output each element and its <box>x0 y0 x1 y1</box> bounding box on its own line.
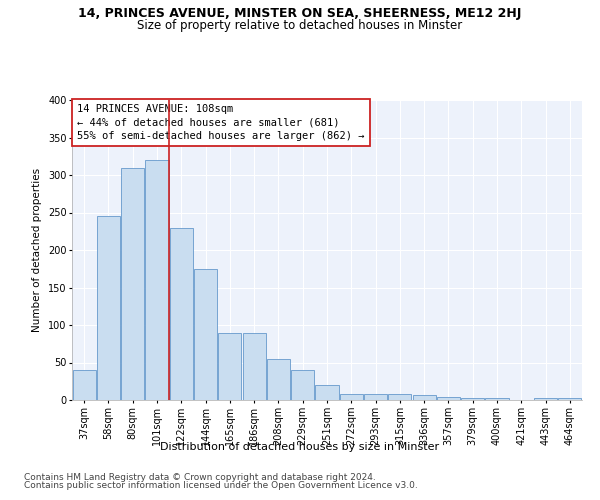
Bar <box>145 160 169 400</box>
Bar <box>97 216 120 400</box>
Bar <box>485 398 509 400</box>
Bar <box>73 370 95 400</box>
Bar <box>291 370 314 400</box>
Bar <box>388 394 412 400</box>
Text: 14 PRINCES AVENUE: 108sqm
← 44% of detached houses are smaller (681)
55% of semi: 14 PRINCES AVENUE: 108sqm ← 44% of detac… <box>77 104 365 141</box>
Bar <box>364 394 387 400</box>
Bar <box>194 269 217 400</box>
Bar <box>461 398 484 400</box>
Text: Size of property relative to detached houses in Minster: Size of property relative to detached ho… <box>137 18 463 32</box>
Bar <box>413 395 436 400</box>
Bar <box>340 394 363 400</box>
Text: Contains public sector information licensed under the Open Government Licence v3: Contains public sector information licen… <box>24 481 418 490</box>
Bar <box>316 385 338 400</box>
Text: 14, PRINCES AVENUE, MINSTER ON SEA, SHEERNESS, ME12 2HJ: 14, PRINCES AVENUE, MINSTER ON SEA, SHEE… <box>79 8 521 20</box>
Bar <box>218 332 241 400</box>
Bar <box>170 228 193 400</box>
Text: Contains HM Land Registry data © Crown copyright and database right 2024.: Contains HM Land Registry data © Crown c… <box>24 472 376 482</box>
Text: Distribution of detached houses by size in Minster: Distribution of detached houses by size … <box>160 442 440 452</box>
Y-axis label: Number of detached properties: Number of detached properties <box>32 168 42 332</box>
Bar <box>559 398 581 400</box>
Bar <box>267 359 290 400</box>
Bar <box>121 168 144 400</box>
Bar <box>242 332 266 400</box>
Bar <box>437 397 460 400</box>
Bar <box>534 398 557 400</box>
